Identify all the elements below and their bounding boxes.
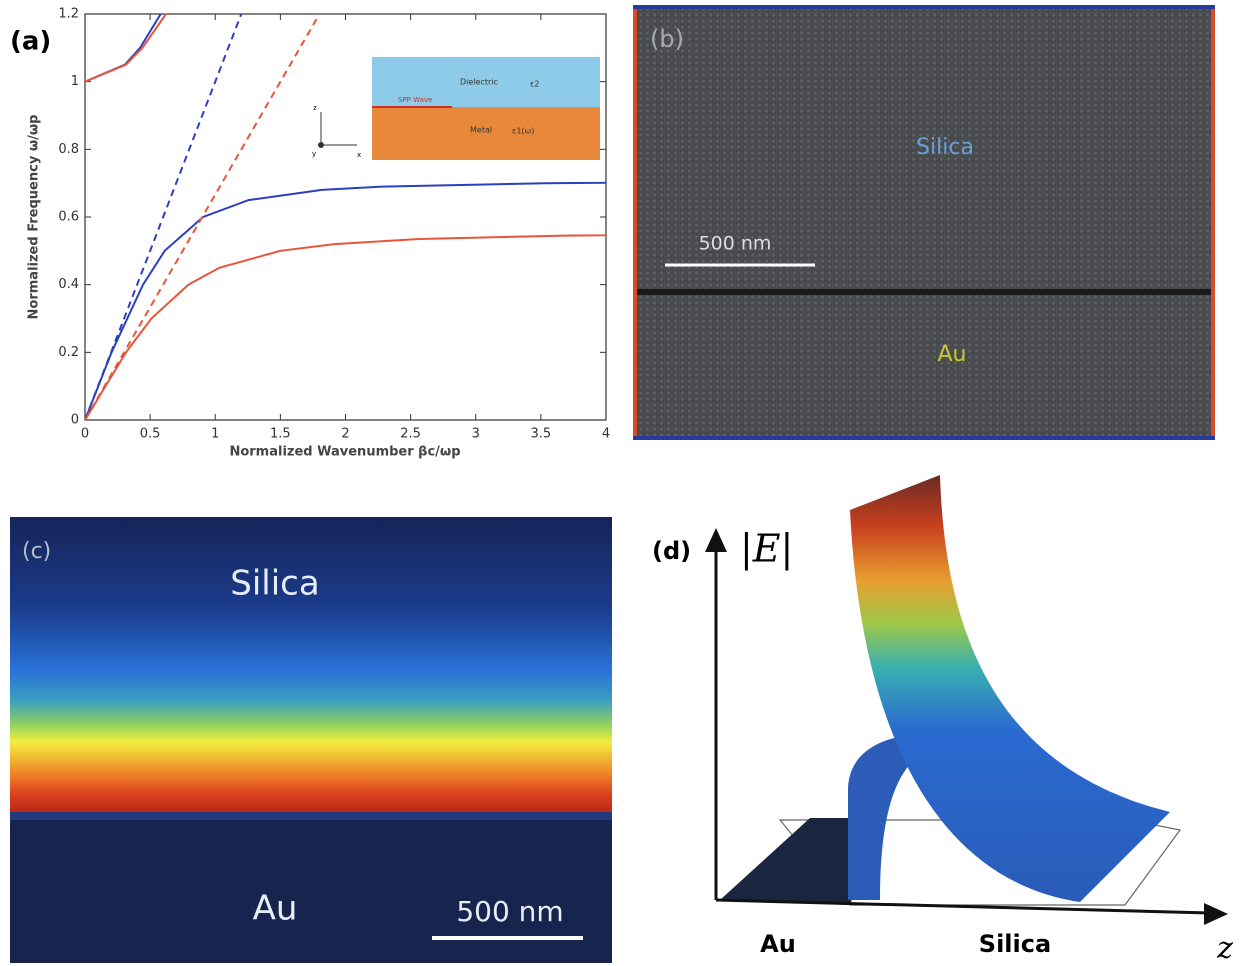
inset-text: Dielectric xyxy=(460,78,498,87)
y-tick-label: 1.2 xyxy=(58,7,79,22)
inset-text: ε1(ω) xyxy=(512,127,534,136)
x-tick-label: 0.5 xyxy=(140,427,161,442)
region-label: Silica xyxy=(979,930,1051,958)
y-tick-label: 0.2 xyxy=(58,345,79,360)
figure: (a) Normalized Wavenumber βc/ωp Normaliz… xyxy=(0,0,1248,966)
inset-text: y xyxy=(312,150,316,158)
y-tick-label: 0.4 xyxy=(58,277,79,292)
region-label: Au xyxy=(938,342,967,367)
x-tick-label: 1 xyxy=(211,427,219,442)
panel-label: (b) xyxy=(650,25,684,53)
y-axis-label: Normalized Frequency ω/ωp xyxy=(27,115,42,320)
x-tick-label: 2 xyxy=(341,427,349,442)
x-tick-label: 3.5 xyxy=(531,427,552,442)
x-axis-label: Normalized Wavenumber βc/ωp xyxy=(229,445,460,460)
inset-text: Metal xyxy=(470,126,492,135)
scale-bar-label: 500 nm xyxy=(699,233,772,255)
y-tick-label: 0 xyxy=(71,413,79,428)
inset-text: ε2 xyxy=(530,80,539,89)
panel-label: (c) xyxy=(22,539,51,564)
series-line xyxy=(85,14,320,420)
panel-label: (a) xyxy=(10,27,51,57)
region-label: Silica xyxy=(230,564,319,604)
region-label: Silica xyxy=(916,135,974,160)
panel-a: (a) Normalized Wavenumber βc/ωp Normaliz… xyxy=(10,7,610,460)
region-label: Au xyxy=(760,930,796,958)
x-tick-label: 2.5 xyxy=(400,427,421,442)
panel-d: (d) |E| Au Silica z xyxy=(652,475,1233,966)
panel-label: (d) xyxy=(652,537,691,565)
x-tick-label: 3 xyxy=(472,427,480,442)
y-tick-label: 1 xyxy=(71,74,79,89)
scale-bar-label: 500 nm xyxy=(456,895,563,928)
x-tick-label: 0 xyxy=(81,427,89,442)
series-line xyxy=(85,14,161,82)
panel-c: (c) Silica Au 500 nm xyxy=(10,517,612,963)
x-tick-label: 1.5 xyxy=(270,427,291,442)
y-tick-label: 0.6 xyxy=(58,210,79,225)
axis-label: z xyxy=(1216,931,1233,966)
inset-text: x xyxy=(357,151,361,159)
x-tick-label: 4 xyxy=(602,427,610,442)
inset: Dielectric ε2 Metal ε1(ω) SPP Wave z x y xyxy=(312,57,600,160)
panel-b: (b) Silica Au 500 nm xyxy=(633,5,1215,440)
series-line xyxy=(85,235,606,420)
y-tick-label: 0.8 xyxy=(58,142,79,157)
axis-label: |E| xyxy=(740,527,793,571)
inset-text: z xyxy=(313,104,317,112)
region-label: Au xyxy=(253,889,298,929)
inset-text: SPP Wave xyxy=(398,96,432,104)
series-line xyxy=(85,14,241,420)
